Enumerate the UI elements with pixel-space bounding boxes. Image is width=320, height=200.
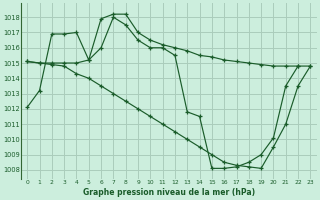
X-axis label: Graphe pression niveau de la mer (hPa): Graphe pression niveau de la mer (hPa) [83, 188, 255, 197]
